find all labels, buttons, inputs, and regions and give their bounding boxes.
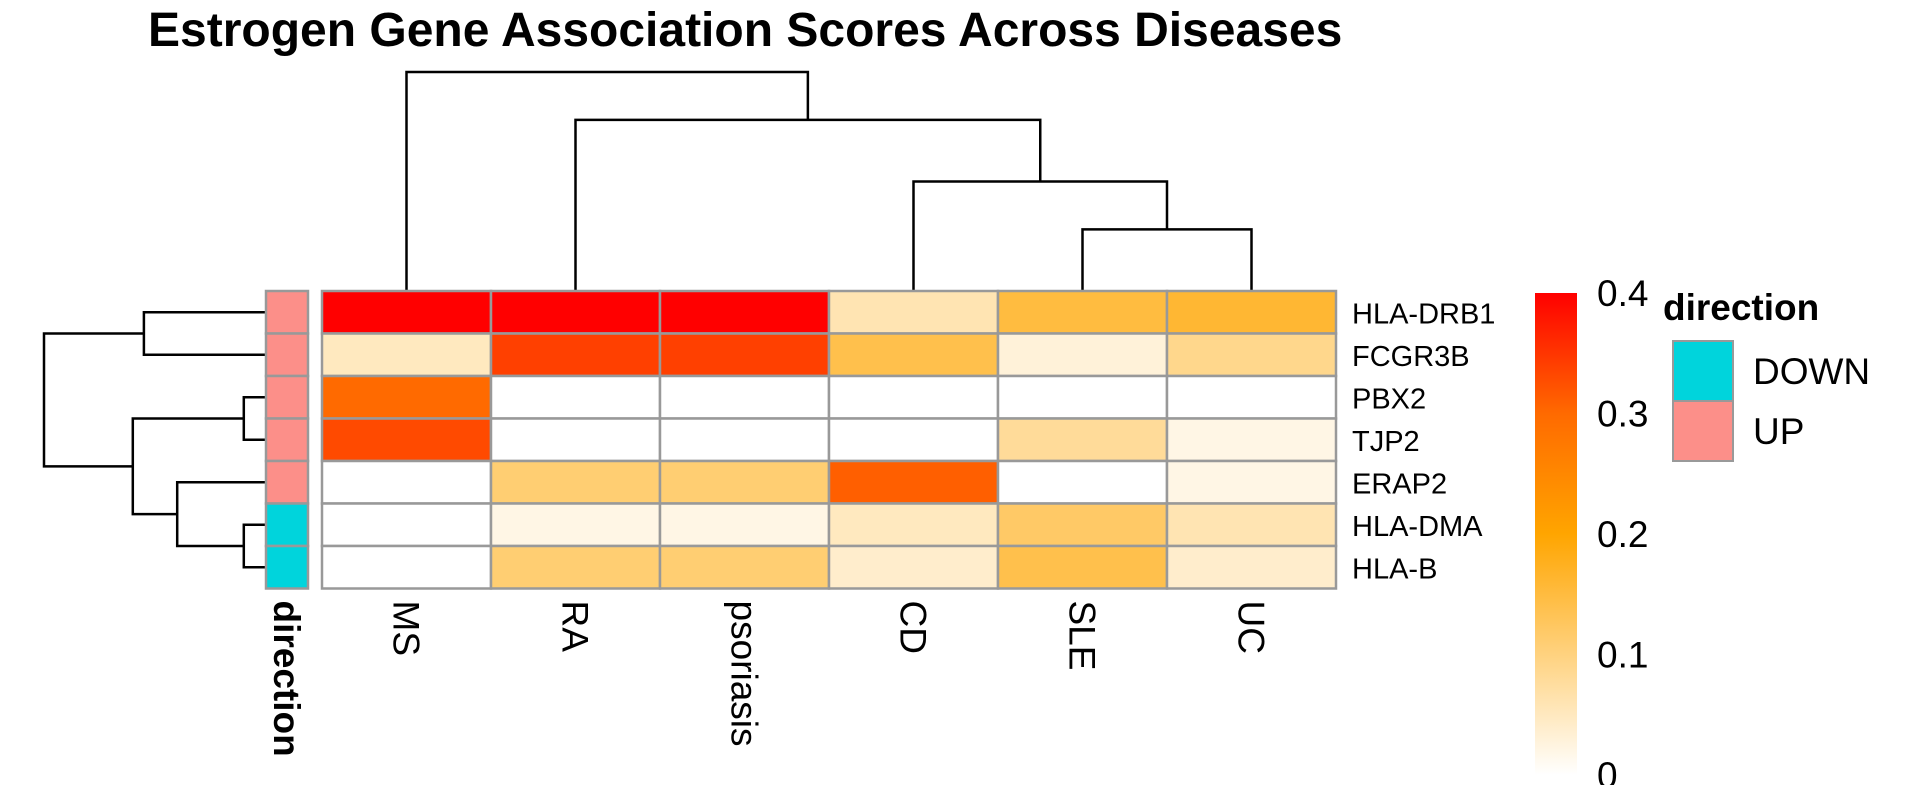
column-labels: MS RA psoriasis CD SLE UC <box>386 601 1272 747</box>
heatmap-cell <box>1165 544 1338 590</box>
annotation-cell <box>264 502 310 548</box>
heatmap-cell <box>658 332 831 378</box>
heatmap-cell <box>489 417 662 463</box>
heatmap-cell <box>658 374 831 420</box>
heatmap-cell <box>320 459 493 505</box>
column-label: UC <box>1231 601 1272 654</box>
row-label: HLA-DRB1 <box>1352 298 1495 330</box>
row-dendrogram <box>42 311 266 569</box>
heatmap-cell <box>658 289 831 335</box>
heatmap-cell <box>827 289 1000 335</box>
heatmap-cell <box>489 289 662 335</box>
color-scale-tick: 0.3 <box>1597 394 1648 435</box>
heatmap-cell <box>827 332 1000 378</box>
dendrogram-branch <box>574 118 1042 291</box>
column-label: CD <box>893 601 934 654</box>
dendrogram-branch <box>405 70 810 291</box>
dendrogram-branch <box>242 523 266 569</box>
heatmap-cell <box>827 502 1000 548</box>
heatmap-cell <box>320 502 493 548</box>
dendrogram-branch <box>175 481 266 548</box>
color-bar <box>1535 293 1577 775</box>
row-label: FCGR3B <box>1352 341 1470 373</box>
heatmap-cell <box>827 459 1000 505</box>
annotation-cell <box>264 544 310 590</box>
color-scale-tick: 0 <box>1597 755 1618 785</box>
heatmap-cell <box>1165 502 1338 548</box>
color-scale-legend: 0 0.1 0.2 0.3 0.4 <box>1535 273 1648 785</box>
direction-legend: direction DOWN UP <box>1663 287 1870 462</box>
legend-label: DOWN <box>1753 351 1870 392</box>
heatmap-cell <box>320 374 493 420</box>
row-annotation-strip <box>264 289 310 590</box>
heatmap-cell <box>827 374 1000 420</box>
dendrogram-branch <box>131 417 244 516</box>
row-label: ERAP2 <box>1352 468 1447 500</box>
heatmap-cell <box>489 459 662 505</box>
dendrogram-branch <box>142 311 266 356</box>
heatmap-cell <box>1165 459 1338 505</box>
color-scale-tick: 0.1 <box>1597 635 1648 676</box>
chart-title: Estrogen Gene Association Scores Across … <box>148 4 1342 57</box>
heatmap-cell <box>320 289 493 335</box>
heatmap-cell <box>996 417 1169 463</box>
column-label: MS <box>386 601 427 657</box>
heatmap-cell <box>489 544 662 590</box>
heatmap-cell <box>489 502 662 548</box>
column-label: RA <box>555 601 596 653</box>
heatmap-cell <box>996 332 1169 378</box>
legend-swatch <box>1672 340 1734 402</box>
heatmap-cell <box>658 502 831 548</box>
column-dendrogram <box>405 70 1253 291</box>
row-labels: HLA-DRB1 FCGR3B PBX2 TJP2 ERAP2 HLA-DMA HLA-B <box>1352 298 1495 585</box>
annotation-cell <box>264 374 310 420</box>
legend-label: UP <box>1753 411 1804 452</box>
heatmap-cell <box>996 374 1169 420</box>
column-label: SLE <box>1062 601 1103 671</box>
heatmap-cell <box>827 544 1000 590</box>
heatmap-cell <box>1165 417 1338 463</box>
annotation-cell <box>264 417 310 463</box>
color-scale-tick: 0.2 <box>1597 514 1648 555</box>
direction-legend-title: direction <box>1663 287 1819 328</box>
heatmap-cell <box>996 502 1169 548</box>
heatmap-cell <box>1165 289 1338 335</box>
legend-swatch <box>1672 400 1734 462</box>
color-scale-tick: 0.4 <box>1597 273 1648 314</box>
heatmap-cell <box>320 332 493 378</box>
dendrogram-branch <box>242 396 266 441</box>
heatmap-cell <box>996 544 1169 590</box>
heatmap-cell <box>320 544 493 590</box>
row-label: HLA-B <box>1352 553 1437 585</box>
row-label: TJP2 <box>1352 426 1420 458</box>
heatmap-cell <box>996 459 1169 505</box>
heatmap-cell <box>489 332 662 378</box>
heatmap-cell <box>1165 374 1338 420</box>
dendrogram-branch <box>912 180 1169 291</box>
heatmap-cell <box>489 374 662 420</box>
heatmap-cell <box>658 417 831 463</box>
heatmap-cell <box>658 544 831 590</box>
annotation-label: direction <box>266 601 307 757</box>
annotation-cell <box>264 289 310 335</box>
heatmap-cell <box>827 417 1000 463</box>
dendrogram-branch <box>42 332 144 468</box>
column-label: psoriasis <box>724 601 765 747</box>
annotation-cell <box>264 332 310 378</box>
heatmap-cell <box>658 459 831 505</box>
dendrogram-branch <box>1081 228 1253 291</box>
heatmap-cell <box>1165 332 1338 378</box>
heatmap-cell <box>320 417 493 463</box>
row-label: PBX2 <box>1352 383 1426 415</box>
heatmap-cell <box>996 289 1169 335</box>
heatmap-cells <box>320 289 1338 590</box>
annotation-cell <box>264 459 310 505</box>
row-label: HLA-DMA <box>1352 511 1483 543</box>
